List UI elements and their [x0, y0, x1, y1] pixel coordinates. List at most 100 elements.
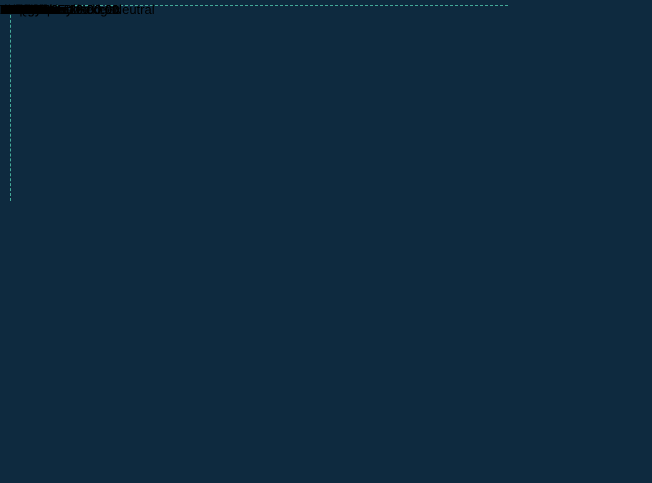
column-header: d-1: [0, 2, 19, 17]
column-header: Recession: [0, 2, 61, 17]
column-header: d-5: [0, 2, 19, 17]
last-date: 04/08/2025 20:00:00: [0, 2, 120, 17]
ticker: SPY: [0, 2, 27, 17]
d1-value: 1.02%: [0, 2, 37, 17]
d5-value: -1.29%: [0, 2, 42, 17]
d1-value: 1.77%: [0, 2, 37, 17]
d1-value: 0.34%: [0, 2, 37, 17]
row-name: Industrials: [0, 2, 60, 17]
d1-value: 0.99%: [0, 2, 37, 17]
row-name: S&P500: [0, 2, 48, 17]
last-date: 04/08/2025 20:00:00: [0, 2, 120, 17]
d1-value: 0.49%: [0, 2, 37, 17]
d1-value: 1.52%: [0, 2, 37, 17]
row-name: Health Care: [0, 2, 70, 17]
row-name: Staples: [0, 2, 44, 17]
d5-value: -1.12%: [0, 2, 42, 17]
column-header: d-5: [0, 2, 19, 17]
column-header: Reflation: [0, 2, 52, 17]
d5-value: -0.78%: [0, 2, 42, 17]
last-price: 51.91: [0, 2, 33, 17]
ticker: XLP: [0, 2, 25, 17]
last-date: 04/08/2025 20:00:00: [0, 2, 120, 17]
row-name: US Treasury: [0, 2, 73, 17]
last-date: 04/08/2025 20:00:00: [0, 2, 120, 17]
last-price: 80.55: [0, 2, 33, 17]
last-price: 310.91: [0, 2, 40, 17]
section-header: US Sectors Market Neutral: [0, 2, 155, 17]
last-date: 04/08/2025 20:00:00: [0, 2, 120, 17]
ticker: XLB: [0, 2, 25, 17]
d5-value: -2.43%: [0, 2, 42, 17]
row-name: Gold: [0, 2, 28, 17]
d5-value: 0.77%: [0, 2, 37, 17]
d5-value: -2.57%: [0, 2, 42, 17]
d1-value: 0.92%: [0, 2, 37, 17]
d1-value: 0.05%: [0, 2, 37, 17]
last-date: 04/08/2025 20:00:00: [0, 2, 120, 17]
ticker: XLU: [0, 2, 26, 17]
row-name: Energy: [0, 2, 42, 17]
d5-value: -1.63%: [0, 2, 42, 17]
ticker: XLY: [0, 2, 24, 17]
column-header: Last Date: [0, 2, 56, 17]
d5-value: -0.91%: [0, 2, 42, 17]
column-header: ETF Ticker: [0, 2, 63, 17]
last-date: 04/08/2025 20:00:00: [0, 2, 120, 17]
section-header: Cross Asset: [0, 2, 70, 17]
d1-value: 1.18%: [0, 2, 37, 17]
last-price: 32.57: [0, 2, 33, 17]
d5-value: 0.43%: [0, 2, 37, 17]
column-header: d-1: [0, 2, 19, 17]
ticker: UUP: [0, 2, 28, 17]
last-price: 151.12: [0, 2, 40, 17]
d1-value: 2.27%: [0, 2, 37, 17]
row-name: IT: [0, 2, 12, 17]
d5-value: 5.33%: [0, 2, 37, 17]
ticker: GLD: [0, 2, 27, 17]
last-price: 87.87: [0, 2, 33, 17]
d1-value: -0.73%: [0, 2, 42, 17]
column-header: ETF Ticker: [0, 2, 63, 17]
column-header: Last Price: [0, 2, 58, 17]
row-name: Credit Spread: [0, 2, 81, 17]
ticker: XLE: [0, 2, 25, 17]
ticker: RINF: [0, 2, 31, 17]
d5-value: 0.27%: [0, 2, 37, 17]
row-name: Utilities: [0, 2, 42, 17]
row-name: Consumer Disc.: [0, 2, 93, 17]
last-date: 04/08/2025 20:00:00: [0, 2, 120, 17]
row-name: TIP Duration Hedged: [0, 2, 122, 17]
ticker: VNQ: [0, 2, 29, 17]
selection-border: [10, 5, 508, 201]
last-date: 04/08/2025 20:00:00: [0, 2, 120, 17]
column-header: Last Price: [0, 2, 58, 17]
last-date: 04/08/2025 20:00:00: [0, 2, 120, 17]
ticker: XLF: [0, 2, 24, 17]
d1-value: -0.04%: [0, 2, 42, 17]
d1-value: 1.33%: [0, 2, 37, 17]
last-price: 27.56: [0, 2, 33, 17]
row-name: DXY: [0, 2, 27, 17]
d5-value: -2.15%: [0, 2, 42, 17]
ticker: VGT: [0, 2, 27, 17]
row-name: Materials: [0, 2, 53, 17]
d5-value: 1.35%: [0, 2, 37, 17]
row-name: Energy: [0, 2, 42, 17]
last-price: 218.63: [0, 2, 40, 17]
last-date: 04/08/2025 20:00:00: [0, 2, 120, 17]
d1-value: -0.22%: [0, 2, 42, 17]
last-price: 89.83: [0, 2, 33, 17]
last-price: 85.71: [0, 2, 33, 17]
last-price: 85.4: [0, 2, 26, 17]
column-header: Recession: [0, 2, 61, 17]
last-date: 04/08/2025 16:00:01: [0, 2, 120, 17]
last-price: 95.81: [0, 2, 33, 17]
ticker: IEF: [0, 2, 21, 17]
column-header: Reflation: [0, 2, 52, 17]
last-price: 631.17: [0, 2, 40, 17]
row-name: Real Estate: [0, 2, 68, 17]
last-price: 19.11: [0, 2, 32, 17]
last-date: 04/08/2025 20:00:00: [0, 2, 120, 17]
